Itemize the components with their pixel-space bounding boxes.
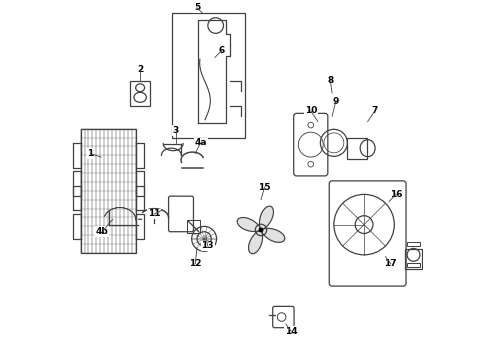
Text: 4a: 4a [195, 138, 207, 147]
Text: 8: 8 [327, 76, 333, 85]
Bar [187, 220, 200, 234]
Polygon shape [259, 206, 273, 229]
Text: 12: 12 [189, 259, 201, 268]
Circle shape [259, 228, 264, 233]
Text: 17: 17 [385, 259, 397, 268]
Text: 4b: 4b [96, 227, 108, 236]
Text: 7: 7 [371, 106, 378, 115]
Text: 5: 5 [194, 3, 200, 12]
Text: 1: 1 [87, 149, 94, 158]
Text: 6: 6 [219, 46, 225, 55]
Bar [407, 263, 420, 267]
Bar [407, 242, 420, 246]
Polygon shape [237, 217, 260, 231]
Bar [172, 13, 245, 138]
Polygon shape [248, 231, 263, 254]
Text: 10: 10 [305, 106, 317, 115]
Polygon shape [262, 228, 285, 242]
Text: 13: 13 [201, 242, 214, 251]
Bar [347, 138, 367, 159]
Text: 14: 14 [285, 327, 297, 336]
Text: 3: 3 [172, 126, 179, 135]
Text: 2: 2 [137, 66, 143, 75]
Text: 15: 15 [258, 183, 271, 192]
Bar [80, 129, 136, 253]
Text: 16: 16 [390, 190, 402, 199]
Text: 11: 11 [148, 210, 161, 219]
Bar [130, 81, 150, 105]
Bar [405, 249, 422, 269]
Text: 9: 9 [332, 98, 339, 107]
